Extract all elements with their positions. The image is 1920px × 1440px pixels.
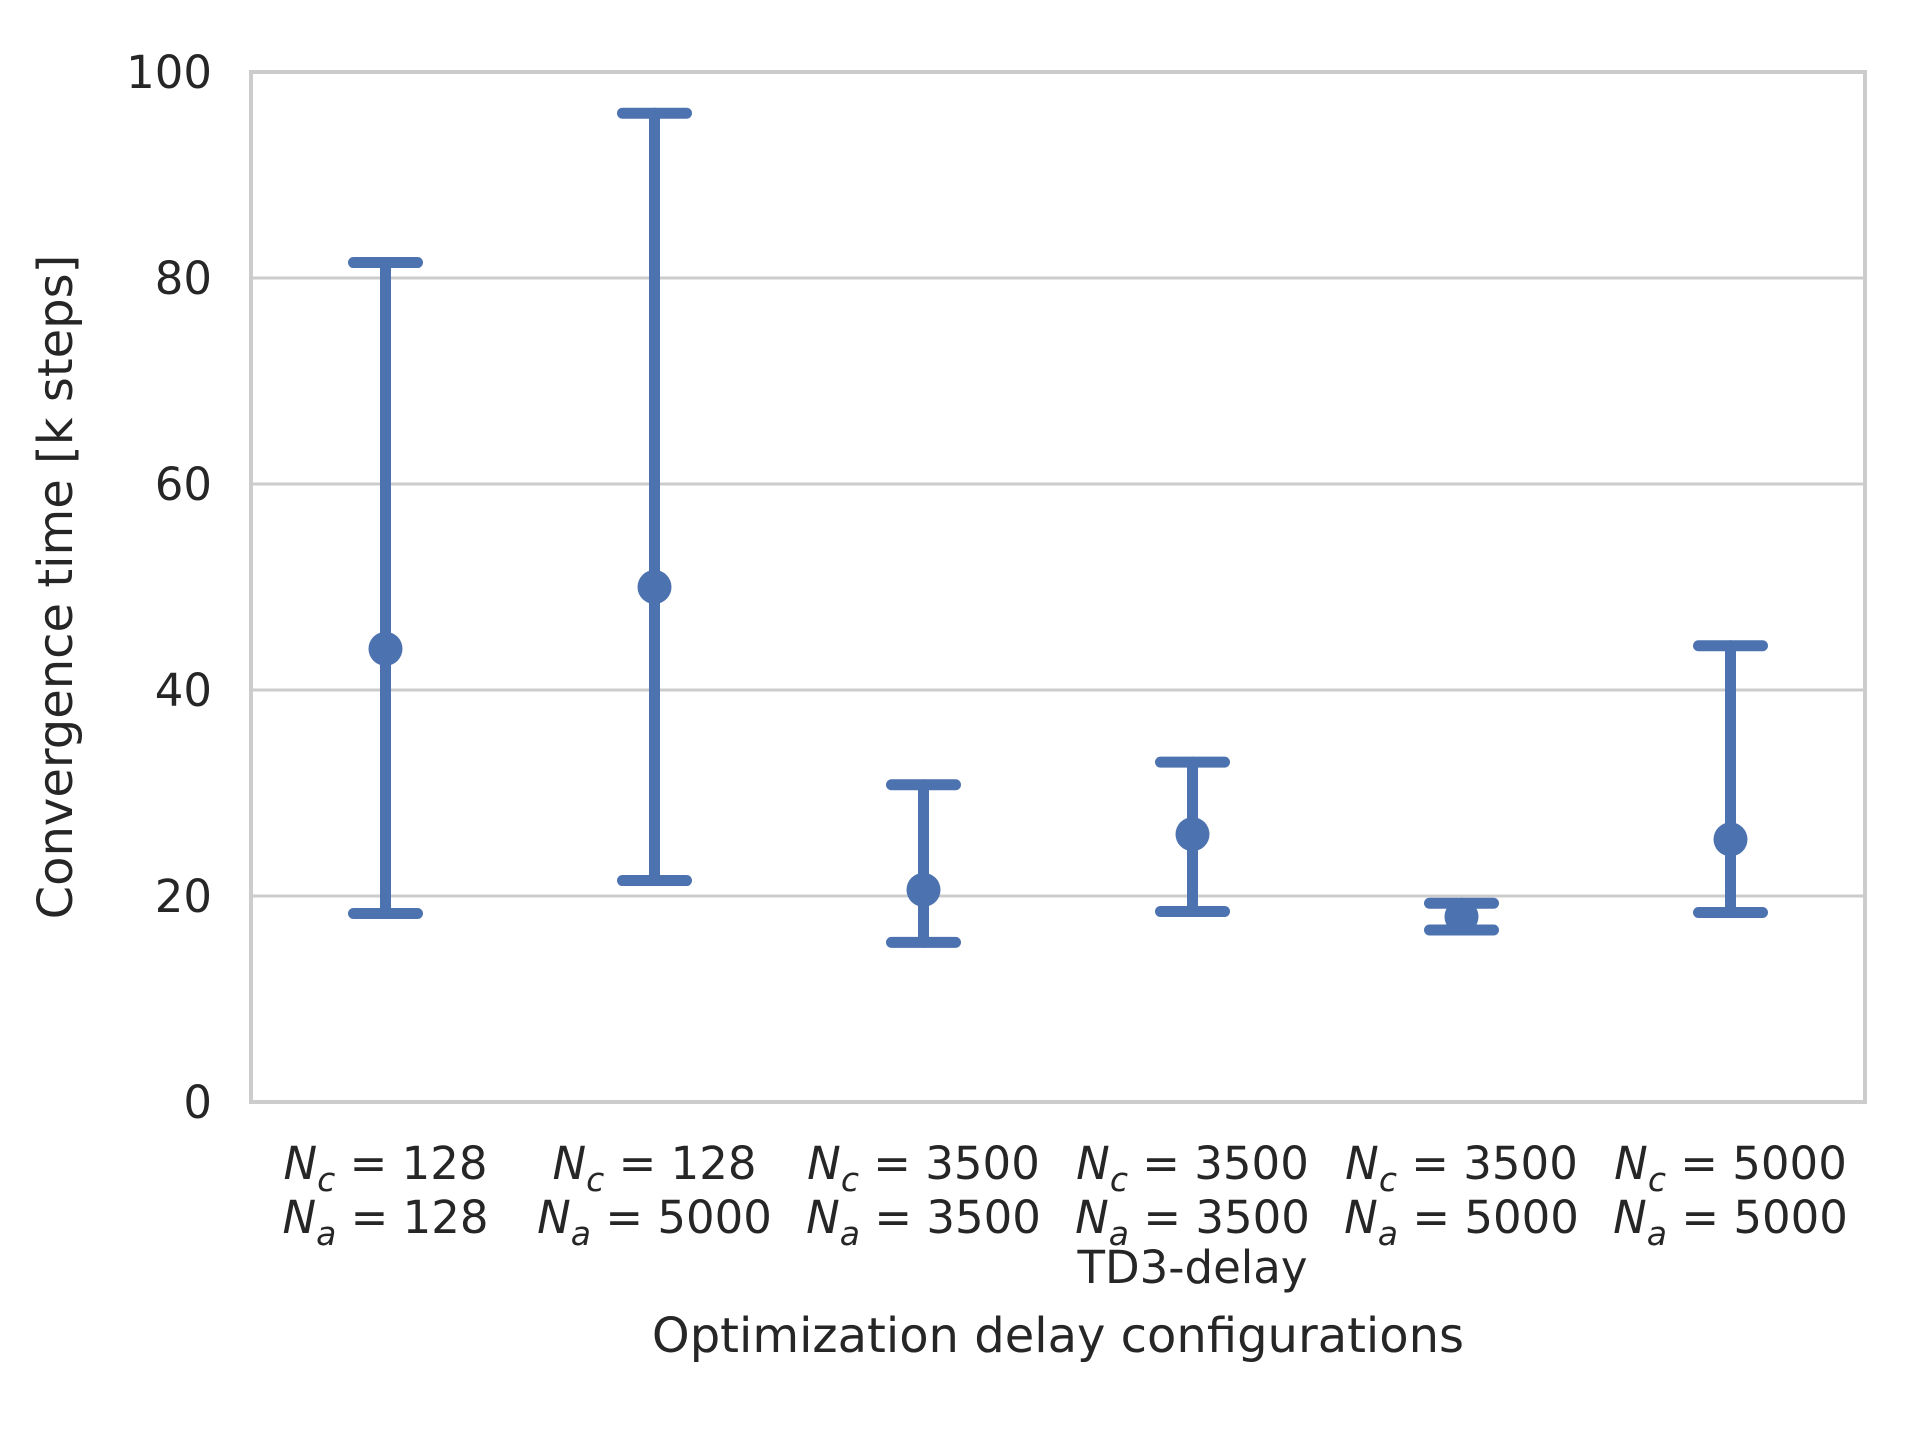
y-tick-labels: 0 20 40 60 80 100: [126, 46, 212, 1129]
x-category-line: Nc = 3500: [1076, 1137, 1309, 1199]
x-category-line: Na = 5000: [1613, 1191, 1848, 1253]
y-tick-label: 100: [126, 46, 212, 99]
x-axis-label: Optimization delay configurations: [652, 1308, 1464, 1364]
x-category-extra-line: TD3-delay: [1077, 1241, 1308, 1294]
x-category-line: Nc = 128: [283, 1137, 487, 1199]
x-category-line: Nc = 3500: [1345, 1137, 1578, 1199]
y-tick-label: 0: [183, 1076, 212, 1129]
errorbar-series: [348, 107, 1768, 948]
y-tick-label: 20: [155, 870, 212, 923]
x-category-line: Na = 5000: [1344, 1191, 1579, 1253]
error-bar: [1693, 640, 1768, 918]
y-tick-label: 40: [155, 664, 212, 717]
mean-marker: [906, 872, 941, 907]
x-category-line: Nc = 5000: [1614, 1137, 1847, 1199]
mean-marker: [1175, 817, 1210, 852]
x-category-line: Na = 3500: [806, 1191, 1041, 1253]
plot-border: [249, 70, 1867, 1104]
error-bar: [1155, 756, 1230, 917]
error-bar: [348, 257, 423, 920]
error-bar: [1424, 897, 1499, 936]
x-category-line: Nc = 3500: [807, 1137, 1040, 1199]
mean-marker: [1713, 822, 1748, 857]
x-category-line: Na = 128: [282, 1191, 488, 1253]
grid-layer: [251, 70, 1865, 1104]
y-tick-label: 60: [155, 458, 212, 511]
mean-marker: [637, 570, 672, 604]
y-tick-label: 80: [155, 252, 212, 305]
mean-marker: [1444, 899, 1479, 934]
x-category-line: Na = 5000: [537, 1191, 772, 1253]
x-category-line: Na = 3500: [1075, 1191, 1310, 1253]
y-axis-label: Convergence time [k steps]: [28, 255, 84, 920]
x-category-line: Nc = 128: [552, 1137, 756, 1199]
axes-box: [249, 70, 1867, 1104]
error-bar: [886, 779, 961, 948]
mean-marker: [368, 631, 403, 666]
error-bar: [617, 107, 692, 887]
